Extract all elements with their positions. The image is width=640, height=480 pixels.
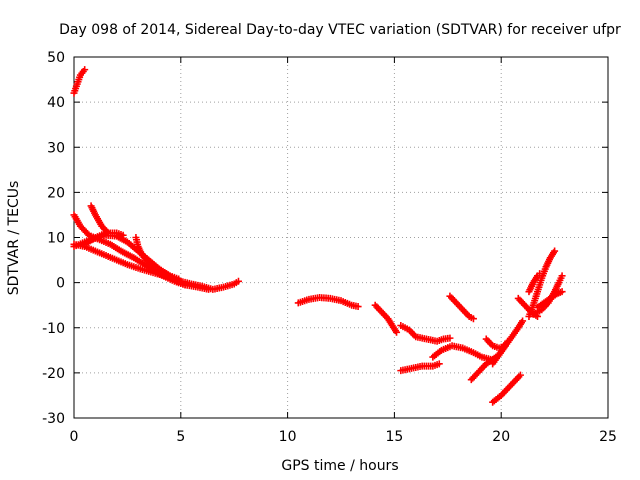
data-point <box>435 360 443 368</box>
y-tick-label: 30 <box>47 140 65 156</box>
gridlines <box>74 57 608 418</box>
y-tick-label: -30 <box>42 411 65 427</box>
y-tick-label: 10 <box>47 231 65 247</box>
chart-title: Day 098 of 2014, Sidereal Day-to-day VTE… <box>59 22 621 38</box>
data-point <box>151 263 159 271</box>
axis-ticks: 0 5 10 15 20 25 -30 -20 -10 0 10 20 30 40 50 <box>42 50 617 445</box>
x-tick-label: 10 <box>279 429 297 445</box>
data-point <box>551 247 559 255</box>
data-point <box>84 230 92 238</box>
data-point <box>354 303 362 311</box>
x-tick-label: 5 <box>176 429 185 445</box>
data-point <box>81 66 89 74</box>
data-point <box>393 328 401 336</box>
x-axis-label: GPS time / hours <box>281 458 398 474</box>
y-tick-label: 0 <box>56 276 65 292</box>
x-tick-label: 25 <box>599 429 617 445</box>
y-tick-label: 50 <box>47 50 65 66</box>
data-point <box>536 270 544 278</box>
data-points <box>70 66 566 406</box>
y-tick-label: -20 <box>42 366 65 382</box>
y-tick-label: -10 <box>42 321 65 337</box>
x-tick-label: 20 <box>492 429 510 445</box>
data-point <box>558 288 566 296</box>
data-point <box>446 334 454 342</box>
data-point <box>516 371 524 379</box>
y-tick-label: 20 <box>47 185 65 201</box>
data-point <box>119 231 127 239</box>
y-tick-label: 40 <box>47 95 65 111</box>
x-tick-label: 0 <box>70 429 79 445</box>
x-tick-label: 15 <box>385 429 403 445</box>
y-axis-label: SDTVAR / TECUs <box>6 181 22 296</box>
data-point <box>469 315 477 323</box>
data-point <box>519 317 527 325</box>
data-point <box>181 281 189 289</box>
data-point <box>234 277 242 285</box>
data-point <box>558 272 566 280</box>
